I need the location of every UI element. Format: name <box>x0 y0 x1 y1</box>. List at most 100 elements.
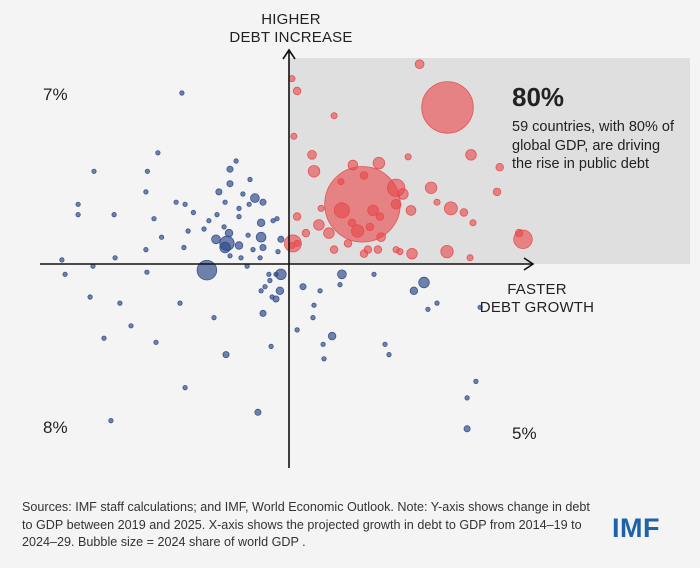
bubble-other-52 <box>409 286 419 295</box>
bubble-other-148 <box>473 378 479 384</box>
bubble-other-150 <box>464 395 470 401</box>
bubble-top-right-59 <box>337 178 345 186</box>
bubble-other-30 <box>250 193 260 203</box>
bubble-other-89 <box>222 199 228 205</box>
bubble-other-130 <box>87 294 93 300</box>
bubble-other-87 <box>240 191 246 197</box>
y-axis-arrowhead <box>282 48 296 60</box>
bubble-other-151 <box>108 417 114 424</box>
bubble-other-92 <box>246 201 252 207</box>
quadrant-bottom-left-share: 8% <box>43 418 68 437</box>
bubble-top-right-38 <box>292 212 302 221</box>
bubble-other-109 <box>143 247 149 253</box>
bubble-other-22 <box>418 276 430 289</box>
bubble-top-right-11 <box>372 156 386 170</box>
bubble-other-50 <box>224 228 234 238</box>
bubble-other-135 <box>425 306 431 312</box>
x-axis-label: FASTER DEBT GROWTH <box>452 281 622 317</box>
bubble-other-77 <box>222 351 230 359</box>
bubble-top-right-19 <box>406 247 418 260</box>
quadrant-top-left-share: 7% <box>43 85 68 104</box>
bubble-other-137 <box>211 314 217 321</box>
bubble-other-73 <box>259 243 267 251</box>
bubble-top-right-25 <box>405 205 417 216</box>
bubble-other-93 <box>236 205 242 211</box>
bubble-other-120 <box>266 271 272 277</box>
bubble-other-72 <box>277 235 285 243</box>
bubble-other-32 <box>337 269 347 280</box>
bubble-top-right-58 <box>404 153 412 161</box>
bubble-top-right-34 <box>495 162 504 172</box>
bubble-top-right-43 <box>514 228 524 238</box>
bubble-other-131 <box>434 300 440 306</box>
bubble-top-right-37 <box>459 208 469 217</box>
bubble-top-right-17 <box>313 219 325 231</box>
bubble-other-79 <box>463 425 471 433</box>
bubble-other-83 <box>144 168 150 174</box>
bubble-top-right-10 <box>440 245 454 259</box>
source-note: Sources: IMF staff calculations; and IMF… <box>22 500 590 549</box>
y-axis-label-line1: HIGHER <box>261 11 321 28</box>
bubble-other-99 <box>274 216 280 222</box>
bubble-other-111 <box>275 249 281 255</box>
bubble-top-right-28 <box>307 150 317 160</box>
bubble-top-right-13 <box>424 181 438 195</box>
bubble-other-145 <box>268 343 274 349</box>
bubble-other-142 <box>153 339 159 345</box>
bubble-other-31 <box>211 234 221 245</box>
bubble-other-80 <box>179 90 185 96</box>
bubble-top-right-16 <box>367 204 379 217</box>
bubble-other-71 <box>259 198 267 206</box>
bubble-top-right-67 <box>466 254 474 262</box>
bubble-other-122 <box>371 271 377 277</box>
x-axis-arrowhead <box>523 257 535 271</box>
bubble-other-97 <box>214 212 220 218</box>
bubble-other-116 <box>59 257 65 263</box>
bubble-top-right-44 <box>343 239 353 248</box>
bubble-other-78 <box>254 408 262 416</box>
bubble-other-125 <box>337 281 343 288</box>
bubble-top-right-40 <box>365 222 375 232</box>
bubble-top-right-41 <box>375 212 385 221</box>
bubble-top-right-66 <box>396 248 404 256</box>
bubble-top-right-27 <box>414 59 425 69</box>
bubble-other-134 <box>117 300 123 306</box>
bubble-other-86 <box>143 189 149 195</box>
imf-logo: IMF <box>612 513 660 543</box>
bubble-top-right-29 <box>376 232 386 243</box>
bubble-top-right-12 <box>307 165 321 178</box>
y-axis-label: HIGHER DEBT INCREASE <box>196 11 386 47</box>
bubble-other-70 <box>215 188 223 196</box>
bubble-other-100 <box>151 216 157 222</box>
bubble-other-124 <box>267 277 273 284</box>
bubble-other-54 <box>327 331 337 341</box>
bubble-other-96 <box>190 209 196 216</box>
bubble-other-108 <box>181 244 187 251</box>
bubble-other-95 <box>111 212 117 218</box>
bubble-other-107 <box>159 234 165 240</box>
bubble-other-68 <box>226 165 234 173</box>
bubble-other-20 <box>219 241 231 254</box>
bubble-other-143 <box>320 341 326 347</box>
bubble-other-101 <box>206 218 212 224</box>
bubble-other-113 <box>238 255 244 261</box>
bubble-layer <box>59 59 533 433</box>
bubble-top-right-39 <box>347 218 357 227</box>
bubble-other-85 <box>247 176 253 183</box>
bubble-other-146 <box>386 351 392 358</box>
bubble-other-98 <box>236 214 242 220</box>
bubble-other-136 <box>477 304 483 310</box>
bubble-other-81 <box>155 150 161 156</box>
bubble-other-104 <box>201 226 207 232</box>
bubble-top-right-18 <box>323 227 335 239</box>
bubble-other-103 <box>221 224 227 230</box>
highlight-headline: 80% <box>512 82 565 112</box>
bubble-other-128 <box>317 288 323 294</box>
bubble-other-121 <box>144 269 150 275</box>
bubble-other-115 <box>112 255 118 261</box>
bubble-other-126 <box>262 284 268 290</box>
bubble-other-88 <box>173 199 179 205</box>
y-axis-label-line2: DEBT INCREASE <box>229 29 353 46</box>
bubble-top-right-24 <box>390 199 402 210</box>
